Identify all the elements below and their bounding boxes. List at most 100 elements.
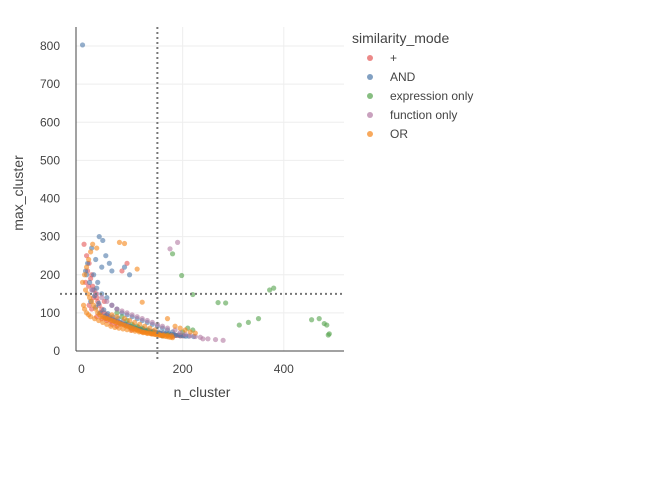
legend-item[interactable]: function only — [367, 108, 457, 122]
legend-item[interactable]: OR — [367, 127, 408, 141]
point-plus — [81, 241, 87, 247]
point-or — [147, 325, 153, 331]
point-or — [91, 302, 97, 308]
legend-label: + — [390, 51, 397, 65]
point-or — [121, 240, 128, 247]
gridlines — [76, 27, 344, 351]
point-or — [124, 327, 130, 333]
point-function-only — [154, 321, 160, 327]
x-tick-label: 0 — [78, 362, 85, 376]
point-expression-only — [179, 272, 185, 279]
legend-marker — [367, 112, 373, 118]
legend-item[interactable]: AND — [367, 70, 416, 84]
point-or — [132, 319, 138, 326]
point-expression-only — [215, 299, 221, 306]
point-function-only — [167, 246, 173, 252]
legend-label: function only — [390, 108, 457, 122]
point-or — [142, 323, 148, 329]
y-axis-title: max_cluster — [10, 155, 26, 231]
point-or — [140, 330, 146, 336]
point-or — [132, 328, 138, 334]
point-or — [81, 306, 88, 312]
point-function-only — [139, 316, 145, 322]
point-function-only — [220, 337, 226, 343]
point-function-only — [109, 302, 115, 308]
point-and — [96, 234, 102, 240]
point-and — [103, 253, 109, 259]
point-or — [164, 332, 171, 338]
point-or — [104, 321, 110, 327]
legend-title: similarity_mode — [352, 30, 449, 46]
point-function-only — [129, 312, 135, 318]
point-and — [91, 272, 97, 278]
point-and — [79, 42, 86, 48]
point-or — [168, 333, 175, 339]
point-or — [137, 321, 143, 327]
point-or — [139, 299, 145, 305]
point-function-only — [212, 336, 219, 343]
point-function-only — [114, 306, 120, 312]
legend-item[interactable]: + — [367, 51, 397, 65]
point-or — [109, 312, 115, 318]
point-or — [134, 266, 140, 272]
y-tick-label: 800 — [40, 39, 60, 53]
point-plus — [89, 306, 95, 312]
point-expression-only — [114, 310, 120, 316]
point-or — [90, 241, 96, 247]
point-or — [81, 272, 88, 278]
point-or — [164, 316, 171, 322]
point-function-only — [89, 287, 95, 293]
point-or — [172, 323, 178, 329]
point-function-only — [119, 308, 125, 314]
point-function-only — [197, 334, 203, 340]
legend-label: expression only — [390, 89, 473, 103]
point-or — [192, 330, 198, 336]
point-expression-only — [236, 322, 242, 328]
point-and — [99, 264, 105, 270]
point-or — [152, 327, 158, 333]
point-expression-only — [223, 300, 229, 306]
point-or — [182, 327, 188, 333]
point-and — [104, 295, 110, 301]
point-function-only — [124, 310, 130, 316]
point-or — [82, 287, 89, 293]
point-expression-only — [316, 316, 322, 322]
point-expression-only — [324, 322, 330, 328]
y-tick-label: 200 — [40, 268, 60, 282]
point-and — [126, 272, 133, 278]
y-tick-label: 600 — [40, 115, 60, 129]
legend-marker — [367, 131, 373, 137]
legend-label: OR — [390, 127, 408, 141]
point-or — [187, 329, 193, 335]
point-or — [100, 319, 106, 326]
point-or — [88, 249, 94, 255]
x-tick-label: 400 — [274, 362, 294, 376]
point-or — [120, 326, 126, 332]
point-or — [93, 306, 99, 312]
point-plus — [83, 253, 90, 259]
point-or — [96, 317, 102, 324]
point-or — [87, 295, 93, 301]
point-and — [121, 264, 128, 270]
point-and — [94, 285, 100, 291]
x-tick-label: 200 — [173, 362, 193, 376]
legend-item[interactable]: expression only — [367, 89, 473, 103]
point-or — [121, 316, 128, 322]
point-or — [160, 332, 167, 338]
point-function-only — [177, 330, 183, 336]
point-function-only — [104, 298, 110, 305]
point-and — [87, 279, 93, 285]
y-tick-label: 0 — [53, 344, 60, 358]
point-or — [89, 298, 95, 305]
point-and — [101, 307, 107, 313]
x-axis-ticks: 0 200 400 — [78, 362, 294, 376]
legend-marker — [367, 93, 373, 99]
point-plus — [124, 260, 130, 266]
point-or — [83, 264, 90, 270]
legend-label: AND — [390, 70, 416, 84]
point-function-only — [159, 323, 166, 329]
legend[interactable]: similarity_mode + AND expression only funct… — [352, 30, 473, 141]
y-tick-label: 300 — [40, 230, 60, 244]
point-or — [144, 330, 150, 337]
